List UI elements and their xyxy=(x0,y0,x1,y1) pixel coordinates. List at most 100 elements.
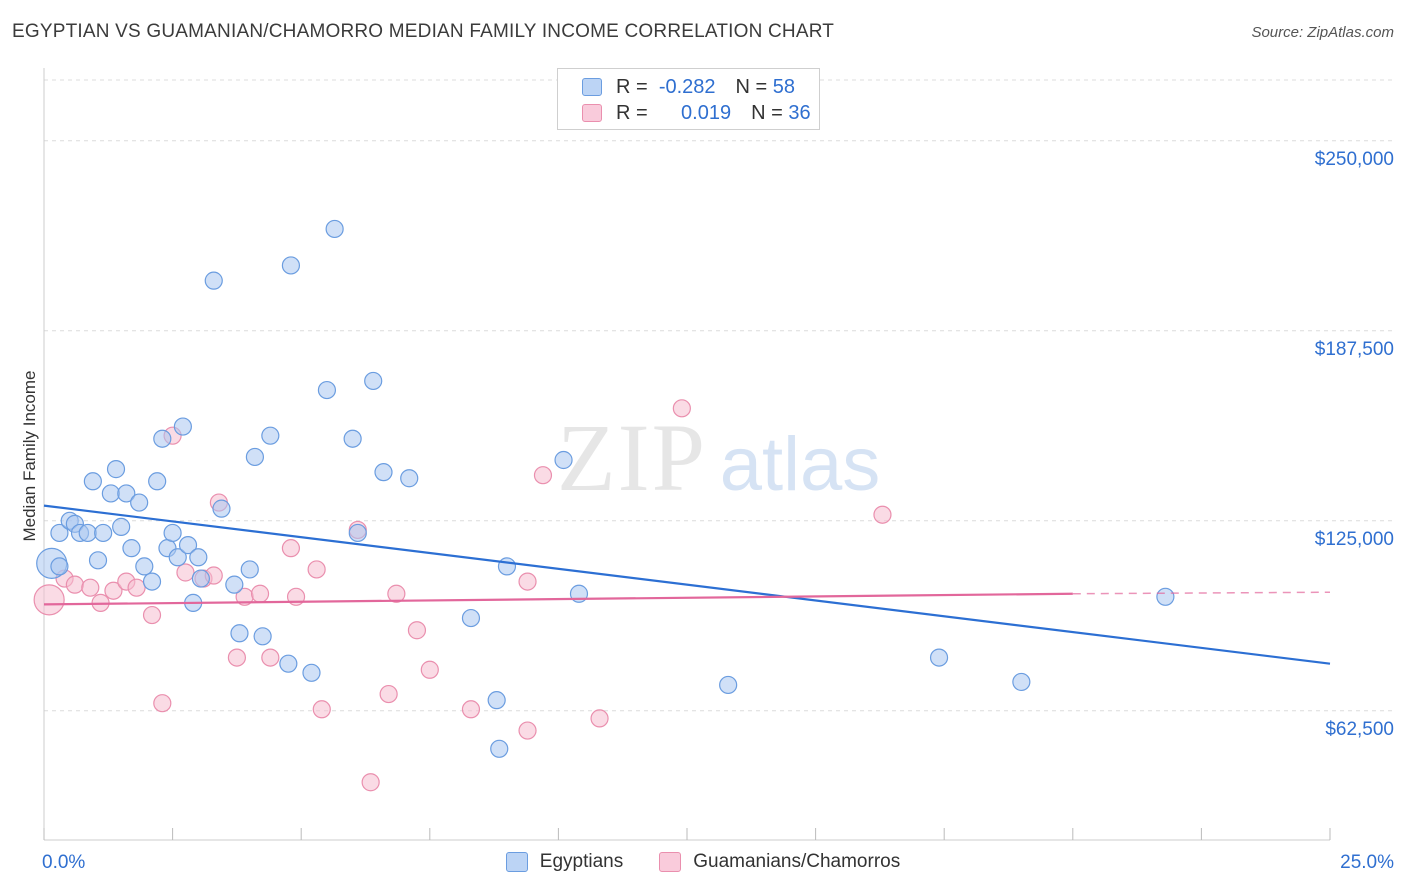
data-point xyxy=(112,517,131,536)
data-point xyxy=(212,499,231,518)
chart-title: EGYPTIAN VS GUAMANIAN/CHAMORRO MEDIAN FA… xyxy=(12,21,835,42)
data-point xyxy=(148,472,167,491)
watermark: ZIP atlas xyxy=(557,404,880,511)
data-point xyxy=(518,572,537,591)
legend-item-egyptians[interactable]: Egyptians xyxy=(505,851,624,873)
series-guamanians xyxy=(33,399,892,792)
y-tick-label: $62,500 xyxy=(1325,718,1394,740)
data-point xyxy=(250,584,270,603)
legend-item-guamanians[interactable]: Guamanians/Chamorros xyxy=(659,851,900,873)
grid-lines xyxy=(44,79,1394,712)
data-point xyxy=(127,578,146,597)
n-label: N = xyxy=(751,101,783,124)
data-point xyxy=(122,539,141,558)
data-point xyxy=(204,271,223,290)
n-label: N = xyxy=(735,75,768,98)
y-tick-label: $250,000 xyxy=(1314,148,1394,170)
data-point xyxy=(1156,587,1175,606)
legend-row-egyptians: R = -0.282 N = 58 xyxy=(582,74,795,100)
data-point xyxy=(78,523,97,543)
regression-line xyxy=(43,592,1073,606)
source-label: Source: ZipAtlas.com xyxy=(1251,24,1394,41)
correlation-legend: R = -0.282 N = 58 R = 0.019 N = 36 xyxy=(557,68,820,130)
regression-line xyxy=(43,504,1331,665)
data-point xyxy=(191,569,210,588)
data-point xyxy=(461,700,481,719)
data-point xyxy=(153,694,172,713)
data-point xyxy=(497,557,517,576)
data-point xyxy=(325,219,344,239)
data-point xyxy=(106,460,126,479)
x-tick-label-max: 25.0% xyxy=(1340,852,1394,873)
data-point xyxy=(230,624,249,643)
data-point xyxy=(420,660,439,679)
r-label: R = xyxy=(616,75,648,98)
legend-label-egyptians: Egyptians xyxy=(539,851,624,872)
data-point xyxy=(104,581,123,600)
data-point xyxy=(227,648,246,667)
data-point xyxy=(189,548,208,567)
legend-swatch-blue xyxy=(582,78,602,96)
data-point xyxy=(590,709,609,728)
data-point xyxy=(361,773,380,792)
data-point xyxy=(65,575,84,594)
data-point xyxy=(554,450,573,470)
data-point xyxy=(461,608,481,628)
data-point xyxy=(400,469,419,488)
data-point xyxy=(379,684,398,704)
data-point xyxy=(317,380,337,400)
data-point xyxy=(1012,672,1031,692)
data-point xyxy=(240,560,259,579)
legend-label-guamanians: Guamanians/Chamorros xyxy=(693,851,901,872)
data-point xyxy=(533,466,553,485)
data-point xyxy=(33,584,65,616)
data-point xyxy=(94,523,113,543)
data-point xyxy=(176,563,195,582)
data-point xyxy=(142,572,162,591)
data-point xyxy=(312,700,331,719)
data-point xyxy=(387,584,406,603)
data-point xyxy=(135,557,154,576)
data-point xyxy=(163,523,182,543)
r-value: -0.282 xyxy=(658,75,716,98)
data-point xyxy=(490,739,509,758)
data-point xyxy=(348,523,367,543)
data-point xyxy=(88,551,108,570)
data-point xyxy=(343,429,362,448)
data-point xyxy=(487,691,506,710)
data-point xyxy=(173,417,192,436)
x-tick-label-min: 0.0% xyxy=(42,852,86,873)
data-point xyxy=(672,399,691,418)
data-point xyxy=(142,605,162,625)
legend-row-guamanians: R = 0.019 N = 36 xyxy=(582,100,811,126)
data-point xyxy=(178,536,198,555)
data-point xyxy=(929,648,949,667)
r-label: R = xyxy=(616,101,648,124)
data-point xyxy=(168,548,187,567)
data-point xyxy=(101,484,120,503)
legend-swatch-pink xyxy=(582,104,602,122)
data-point xyxy=(281,539,301,558)
data-point xyxy=(307,560,326,579)
data-point xyxy=(50,523,69,543)
legend-swatch-blue xyxy=(505,852,528,872)
y-tick-label: $125,000 xyxy=(1314,528,1394,550)
data-point xyxy=(261,426,280,445)
regression-lines xyxy=(43,504,1331,665)
data-point xyxy=(225,575,244,594)
data-point xyxy=(81,578,100,597)
data-point xyxy=(281,256,301,275)
n-value: 36 xyxy=(788,101,811,124)
data-point xyxy=(279,654,298,673)
data-point xyxy=(364,371,383,391)
data-point xyxy=(407,621,427,640)
data-point xyxy=(83,472,102,491)
data-point xyxy=(245,447,265,467)
data-point xyxy=(117,484,136,503)
data-point xyxy=(518,721,537,740)
data-point xyxy=(253,627,272,646)
watermark-atlas: atlas xyxy=(720,422,881,507)
y-axis-label: Median Family Income xyxy=(20,370,39,542)
data-point xyxy=(261,648,280,667)
